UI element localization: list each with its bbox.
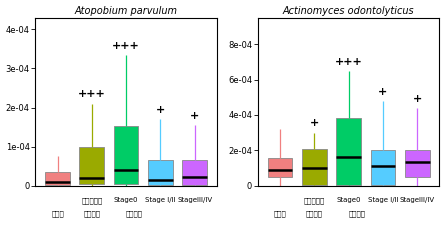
Text: +++: +++ xyxy=(112,41,140,51)
Text: 健康人: 健康人 xyxy=(274,211,287,218)
Bar xyxy=(336,119,361,185)
Text: +: + xyxy=(413,94,422,104)
Text: 多発性息肉: 多発性息肉 xyxy=(81,197,102,204)
Text: 健康人: 健康人 xyxy=(51,211,64,218)
Text: （腺腫）: （腺腫） xyxy=(83,211,100,218)
Text: +++: +++ xyxy=(335,57,363,67)
Bar xyxy=(114,126,138,184)
Text: StageIII/IV: StageIII/IV xyxy=(177,197,212,203)
Text: 粘膜内癌: 粘膜内癌 xyxy=(126,211,143,218)
Text: +: + xyxy=(378,87,388,97)
Text: （腺腫）: （腺腫） xyxy=(306,211,323,218)
Text: Stage I/II: Stage I/II xyxy=(368,197,398,203)
Bar xyxy=(148,160,173,185)
Text: +: + xyxy=(190,111,199,121)
Bar xyxy=(302,149,327,185)
Text: +: + xyxy=(310,119,319,129)
Bar xyxy=(80,147,104,184)
Text: StageIII/IV: StageIII/IV xyxy=(400,197,435,203)
Bar xyxy=(268,158,292,177)
Title: Atopobium parvulum: Atopobium parvulum xyxy=(75,5,178,15)
Text: 粘膜内癌: 粘膜内癌 xyxy=(348,211,366,218)
Text: +: + xyxy=(156,105,165,115)
Text: Stage0: Stage0 xyxy=(336,197,361,203)
Bar xyxy=(182,160,207,185)
Text: 多発性息肉: 多発性息肉 xyxy=(303,197,325,204)
Bar xyxy=(371,150,395,185)
Text: Stage0: Stage0 xyxy=(114,197,138,203)
Bar xyxy=(405,150,429,177)
Text: Stage I/II: Stage I/II xyxy=(145,197,176,203)
Bar xyxy=(45,172,70,185)
Title: Actinomyces odontolyticus: Actinomyces odontolyticus xyxy=(283,5,414,15)
Text: +++: +++ xyxy=(78,89,105,99)
